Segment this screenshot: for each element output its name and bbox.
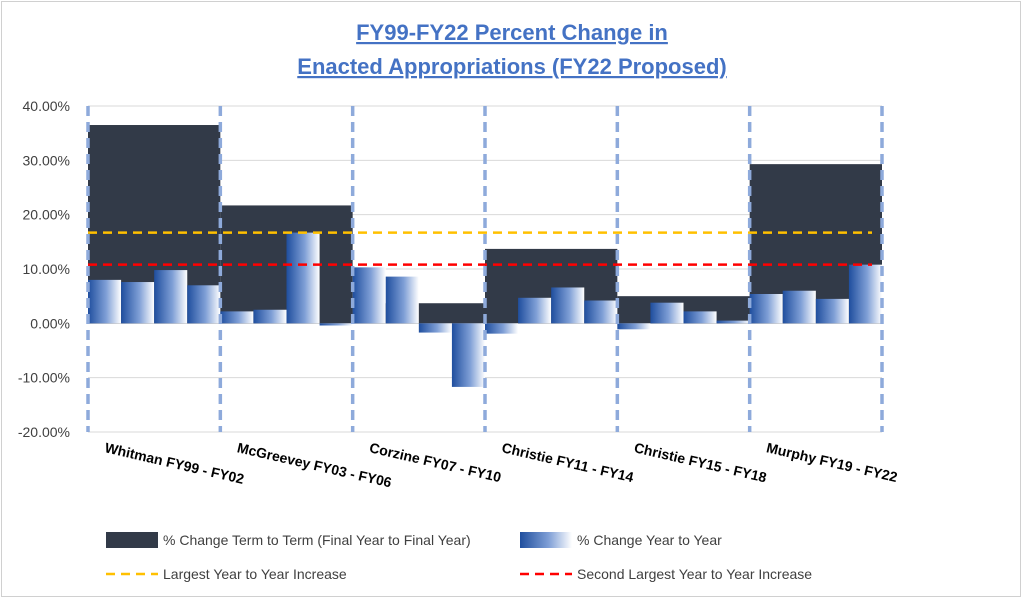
year-to-year-bar <box>88 279 122 324</box>
y-tick-label: 30.00% <box>23 152 70 168</box>
chart-title-line1: FY99-FY22 Percent Change in <box>356 20 668 45</box>
year-to-year-bar <box>220 311 254 324</box>
year-to-year-bar <box>451 323 485 387</box>
year-to-year-bar <box>716 320 750 324</box>
legend-label-largest-increase: Largest Year to Year Increase <box>163 566 347 582</box>
x-tick-label: Murphy FY19 - FY22 <box>765 439 899 485</box>
y-tick-label: 0.00% <box>30 315 70 331</box>
x-tick-label: Christie FY15 - FY18 <box>633 439 769 485</box>
year-to-year-bar <box>385 276 419 324</box>
year-to-year-bar <box>253 309 287 324</box>
legend-label-term-to-term: % Change Term to Term (Final Year to Fin… <box>163 532 471 548</box>
year-to-year-bar <box>485 323 519 334</box>
legend-label-second-largest-increase: Second Largest Year to Year Increase <box>577 566 812 582</box>
y-tick-label: 10.00% <box>23 261 70 277</box>
year-to-year-bar <box>584 300 618 324</box>
year-to-year-bar <box>782 290 816 324</box>
chart-title-line2: Enacted Appropriations (FY22 Proposed) <box>297 54 726 79</box>
year-to-year-bar <box>121 282 155 324</box>
year-to-year-bar <box>683 311 717 324</box>
year-to-year-bar <box>319 323 353 326</box>
legend-swatch-year-to-year <box>520 532 572 548</box>
year-to-year-bar <box>815 298 849 324</box>
year-to-year-bar <box>617 323 651 330</box>
x-tick-label: Christie FY11 - FY14 <box>500 439 635 485</box>
year-to-year-bar <box>749 293 783 324</box>
year-to-year-bar <box>187 285 221 324</box>
year-to-year-bar <box>286 232 320 324</box>
y-tick-label: -10.00% <box>18 370 70 386</box>
year-to-year-bar <box>418 323 452 333</box>
y-tick-label: 40.00% <box>23 98 70 114</box>
year-to-year-bar <box>352 267 386 324</box>
y-tick-label: -20.00% <box>18 424 70 440</box>
year-to-year-bar <box>848 264 882 324</box>
legend: % Change Term to Term (Final Year to Fin… <box>106 532 812 582</box>
legend-label-year-to-year: % Change Year to Year <box>577 532 722 548</box>
year-to-year-bar <box>154 270 188 324</box>
year-to-year-bar <box>551 287 585 324</box>
year-to-year-bar <box>518 297 552 324</box>
x-tick-label: Whitman FY99 - FY02 <box>103 439 246 487</box>
y-axis: 40.00% 30.00% 20.00% 10.00% 0.00% -10.00% -20.… <box>18 98 70 440</box>
y-tick-label: 20.00% <box>23 207 70 223</box>
legend-swatch-term-to-term <box>106 532 158 548</box>
reference-lines <box>88 231 872 266</box>
year-to-year-bars <box>88 232 882 387</box>
year-to-year-bar <box>650 302 684 324</box>
term-dividers <box>86 106 884 432</box>
